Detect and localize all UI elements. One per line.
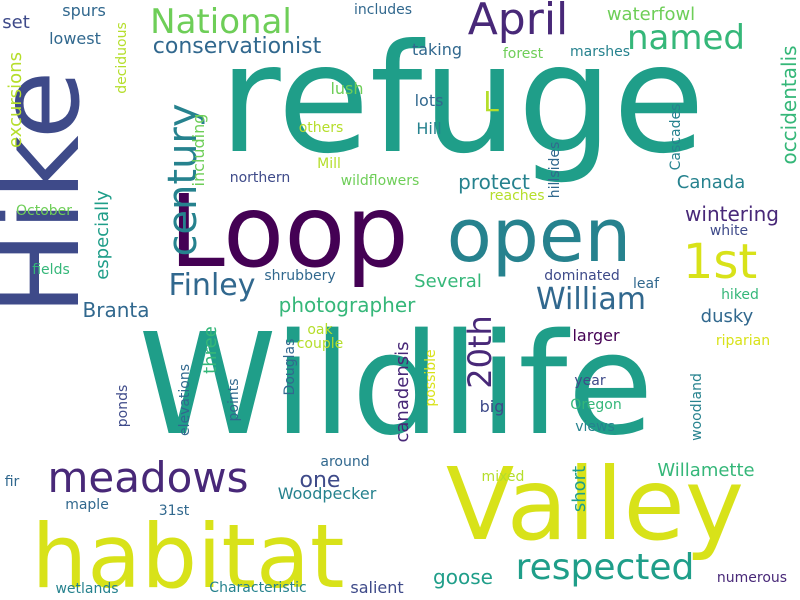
cloud-word: dusky <box>700 306 754 327</box>
cloud-word: short <box>569 465 590 513</box>
cloud-word: photographer <box>278 293 416 317</box>
cloud-word: William <box>536 282 646 317</box>
cloud-word: around <box>320 454 370 470</box>
cloud-word: possible <box>423 349 439 407</box>
cloud-word: April <box>467 0 569 45</box>
cloud-word: fields <box>32 262 70 278</box>
cloud-word: mixed <box>481 469 525 485</box>
cloud-word: ponds <box>115 384 131 428</box>
cloud-word: taking <box>411 40 463 59</box>
cloud-word: Branta <box>82 298 150 322</box>
cloud-word: Douglas <box>282 338 298 396</box>
cloud-word: Wildlife <box>138 304 654 467</box>
cloud-word: northern <box>229 170 291 186</box>
cloud-word: occidentalis <box>777 45 800 165</box>
cloud-word: Hill <box>416 119 442 138</box>
cloud-word: 20th <box>461 315 499 389</box>
cloud-word: 31st <box>158 503 190 519</box>
cloud-word: lowest <box>49 29 101 48</box>
cloud-word: numerous <box>716 570 788 586</box>
cloud-word: larger <box>572 326 620 345</box>
cloud-word: Willamette <box>657 460 755 481</box>
cloud-word: Canada <box>676 172 746 193</box>
cloud-word: fir <box>4 474 20 490</box>
cloud-word: Loop <box>169 173 409 290</box>
cloud-word: points <box>226 378 242 422</box>
cloud-word: 1st <box>682 234 758 290</box>
cloud-word: shrubbery <box>264 268 336 284</box>
cloud-word: Woodpecker <box>277 484 377 503</box>
cloud-word: Oregon <box>570 397 622 413</box>
cloud-word: wildflowers <box>340 173 420 189</box>
cloud-word: Valley <box>445 446 745 563</box>
cloud-word: white <box>709 223 749 239</box>
cloud-word: reaches <box>489 188 545 204</box>
cloud-word: protect <box>458 170 530 194</box>
cloud-word: wintering <box>685 202 779 226</box>
cloud-word: Finley <box>168 268 256 303</box>
cloud-word: elevations <box>177 363 193 437</box>
cloud-word: conservationist <box>152 34 322 59</box>
cloud-word: hiked <box>721 287 759 303</box>
cloud-word: including <box>189 113 208 187</box>
cloud-word: October <box>15 203 73 219</box>
cloud-word: lush <box>330 79 364 98</box>
cloud-word: oak <box>307 322 333 338</box>
cloud-word: three <box>200 326 221 374</box>
cloud-word: hillsides <box>547 141 563 199</box>
cloud-word: respected <box>515 547 695 588</box>
cloud-word: dominated <box>544 268 620 284</box>
cloud-word: Cascades <box>668 103 684 171</box>
cloud-word: open <box>446 193 632 279</box>
cloud-word: especially <box>92 190 113 280</box>
cloud-word: National <box>150 2 292 42</box>
cloud-word: named <box>626 18 746 58</box>
cloud-word: habitat <box>31 505 345 600</box>
cloud-word: maple <box>65 497 109 513</box>
cloud-word: woodland <box>689 373 705 441</box>
cloud-word: refuge <box>218 13 706 187</box>
cloud-word: Mill <box>317 156 341 172</box>
cloud-word: L <box>483 85 499 118</box>
cloud-word: Several <box>414 271 482 292</box>
cloud-word: marshes <box>569 44 631 60</box>
cloud-word: spurs <box>62 1 106 20</box>
cloud-word: includes <box>353 2 413 18</box>
cloud-word: set <box>2 12 30 33</box>
cloud-word: lots <box>414 91 444 110</box>
cloud-word: others <box>298 120 344 136</box>
cloud-word: year <box>574 373 606 389</box>
cloud-word: one <box>299 468 341 493</box>
cloud-word: wetlands <box>55 581 119 597</box>
cloud-word: excursions <box>5 52 26 148</box>
cloud-word: leaf <box>632 276 660 292</box>
cloud-word: couple <box>296 336 344 352</box>
cloud-word: salient <box>350 578 404 597</box>
cloud-word: big <box>479 397 505 416</box>
cloud-word: views <box>575 419 615 435</box>
cloud-word: meadows <box>47 453 249 502</box>
cloud-word: forest <box>502 46 544 62</box>
cloud-word: waterfowl <box>606 4 696 25</box>
cloud-word: canadensis <box>392 341 413 443</box>
cloud-word: goose <box>433 565 493 589</box>
cloud-word: Characteristic <box>209 580 307 596</box>
cloud-word: riparian <box>715 333 771 349</box>
cloud-word: deciduous <box>114 22 130 94</box>
